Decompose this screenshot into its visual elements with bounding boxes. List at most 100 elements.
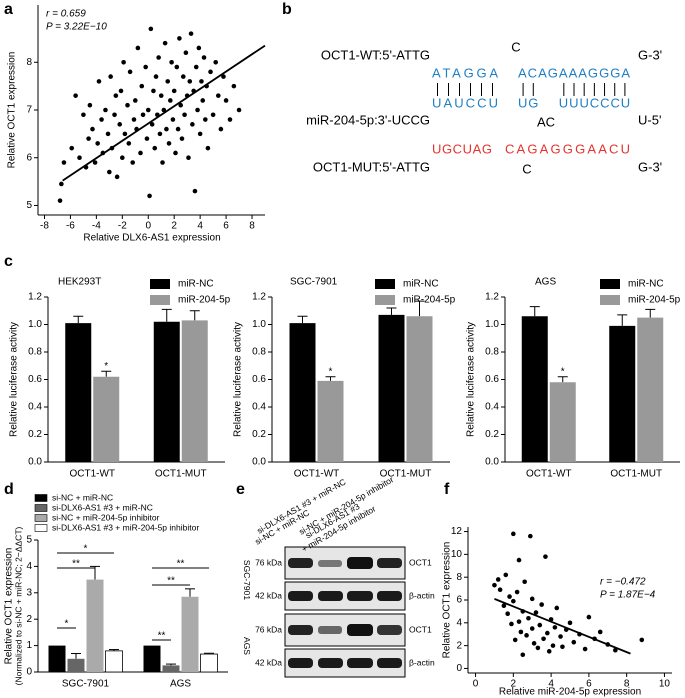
bar (153, 321, 180, 462)
bar (637, 317, 664, 462)
protein: β-actin (409, 657, 435, 667)
point (130, 160, 135, 165)
point (120, 155, 125, 161)
point (507, 594, 512, 599)
y-axis-label: Relative OCT1 expression (442, 542, 453, 659)
point (522, 579, 527, 585)
y-tick-label: 1.0 (485, 319, 499, 330)
legend-swatch (34, 494, 48, 502)
legend-label: si-DLX6-AS1 #3 + miR-NC (52, 502, 153, 512)
annotation: * (65, 619, 69, 630)
legend-swatch (34, 524, 48, 532)
legend-swatch (150, 295, 170, 305)
bar (317, 380, 344, 462)
point (179, 136, 185, 141)
bar (143, 645, 161, 672)
legend-label: si-NC + miR-204-5p inhibitor (52, 512, 160, 522)
point (231, 83, 237, 89)
point (169, 59, 174, 65)
point (221, 74, 226, 79)
point (524, 633, 529, 638)
point (86, 136, 91, 141)
point (514, 589, 520, 595)
point (586, 614, 592, 620)
x-tick-label: 8 (249, 221, 255, 232)
y-tick-label: 7 (26, 105, 32, 116)
x-tick-label: 6 (223, 221, 229, 232)
annotation: ** (167, 576, 175, 587)
point (164, 126, 169, 132)
wt-loop: C (511, 39, 520, 54)
y-tick-label: 4 (26, 561, 32, 572)
point (188, 31, 194, 36)
mut-loop: C (522, 161, 531, 176)
sequence-diagram: OCT1-WT:5'-ATTG C G-3' ATAGGA ACAGAAAGGG… (306, 39, 662, 176)
point (90, 126, 95, 132)
y-tick-label: 1.2 (252, 292, 266, 303)
point (236, 107, 242, 113)
point (151, 88, 156, 94)
point (173, 150, 178, 156)
bar (48, 645, 66, 672)
point (161, 107, 167, 113)
x-tick-label: 0 (145, 221, 151, 232)
point (539, 602, 544, 607)
legend-swatch (34, 504, 48, 512)
y-tick-label: 0.2 (485, 429, 499, 440)
point (520, 652, 526, 658)
chart-title: SGC-7901 (290, 277, 338, 288)
point (218, 126, 224, 132)
y-tick-label: 3 (26, 587, 32, 598)
point (57, 198, 63, 203)
point (526, 615, 531, 621)
bar (549, 382, 576, 462)
point (171, 88, 177, 94)
point (108, 74, 113, 79)
point (121, 59, 126, 65)
point (197, 131, 203, 137)
point (492, 582, 497, 588)
point (138, 150, 143, 156)
point (597, 629, 603, 635)
bar (93, 376, 120, 462)
y-tick-label: 0.0 (252, 457, 266, 468)
annotation: P = 3.22E−10 (46, 22, 107, 33)
y-tick-label: 10 (451, 549, 463, 560)
marker: 76 kDa (255, 557, 282, 567)
point (509, 621, 514, 627)
point (531, 641, 537, 646)
legend-label: miR-204-5p (628, 295, 681, 306)
chart-title: HEK293T (58, 277, 101, 288)
point (210, 112, 216, 118)
point (192, 188, 198, 194)
chart-title: AGS (535, 277, 556, 288)
legend-swatch (150, 279, 170, 289)
point (122, 131, 128, 137)
point (208, 69, 213, 75)
point (157, 131, 163, 137)
point (166, 141, 172, 146)
point (165, 79, 171, 84)
point (529, 626, 535, 631)
point (152, 145, 158, 151)
point (178, 102, 183, 108)
point (543, 554, 548, 559)
panel-label: f (444, 481, 450, 498)
point (61, 160, 67, 165)
bar (181, 320, 208, 462)
point (131, 117, 137, 122)
point (140, 112, 146, 118)
point (199, 79, 204, 84)
x-tick-label: OCT1-WT (69, 469, 115, 480)
point (92, 160, 98, 165)
point (96, 79, 102, 84)
point (69, 145, 75, 151)
mir-seed: UAUCCU (432, 95, 498, 110)
x-tick-label: OCT1-WT (526, 469, 572, 480)
mir-end: U-5' (638, 112, 661, 127)
legend-swatch (34, 514, 48, 522)
bar (406, 316, 433, 462)
mut-label: OCT1-MUT:5'-ATTG (313, 159, 430, 174)
y-tick-label: 8 (26, 57, 32, 68)
point (118, 88, 124, 94)
